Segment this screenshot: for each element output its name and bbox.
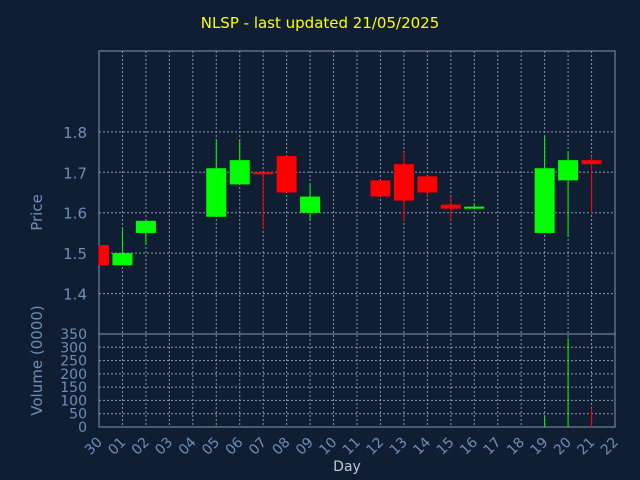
x-tick-label: 21 [574, 435, 598, 459]
price-tick-label: 1.5 [63, 245, 87, 263]
candle-body [112, 253, 133, 266]
candle-body [370, 180, 391, 197]
x-tick-label: 07 [246, 435, 270, 459]
x-tick-label: 06 [223, 434, 247, 458]
x-axis-label: Day [333, 459, 361, 475]
x-tick-label: 02 [129, 435, 153, 459]
x-tick-label: 14 [410, 434, 434, 458]
x-tick-label: 04 [176, 434, 200, 458]
candle-body [558, 160, 579, 181]
x-tick-label: 09 [293, 435, 317, 459]
x-tick-label: 13 [387, 435, 411, 459]
x-tick-label: 16 [457, 434, 481, 458]
candle-body [417, 176, 438, 193]
x-tick-label: 10 [316, 435, 340, 459]
candle-body [99, 245, 109, 266]
price-tick-label: 1.8 [63, 124, 87, 142]
candle-body [534, 168, 555, 233]
x-tick-label: 01 [105, 435, 129, 459]
candle-body [206, 168, 227, 217]
candle-body [581, 160, 602, 165]
x-tick-label: 11 [340, 435, 364, 459]
x-tick-label: 03 [152, 435, 176, 459]
candle-body [229, 160, 250, 185]
x-tick-label: 18 [504, 435, 528, 459]
candle-body [440, 204, 461, 209]
x-tick-label: 22 [598, 435, 622, 459]
volume-tick-label: 150 [60, 380, 87, 396]
price-tick-label: 1.4 [63, 286, 87, 304]
candle-body [393, 164, 414, 201]
volume-tick-label: 350 [60, 327, 87, 343]
candle-body [276, 156, 297, 193]
candle-body [464, 206, 485, 209]
x-tick-label: 08 [270, 435, 294, 459]
volume-tick-label: 0 [78, 420, 87, 436]
price-tick-label: 1.7 [63, 164, 87, 182]
candle-body [253, 172, 274, 175]
x-tick-label: 12 [363, 435, 387, 459]
x-tick-label: 05 [199, 435, 223, 459]
y-axis-label: Price [28, 194, 46, 231]
candle-body [135, 220, 156, 233]
price-tick-label: 1.6 [63, 205, 87, 223]
volume-tick-label: 300 [60, 340, 87, 356]
x-tick-label: 15 [434, 435, 458, 459]
volume-tick-label: 200 [60, 367, 87, 383]
volume-tick-label: 250 [60, 354, 87, 370]
x-tick-label: 20 [551, 435, 575, 459]
chart-title: NLSP - last updated 21/05/2025 [200, 14, 440, 32]
candle-body [300, 196, 321, 213]
volume-tick-label: 100 [60, 393, 87, 409]
x-tick-label: 30 [82, 435, 106, 459]
volume-tick-label: 50 [69, 407, 87, 423]
x-tick-label: 17 [481, 435, 505, 459]
x-tick-label: 19 [528, 435, 552, 459]
volume-axis-label: Volume (0000) [28, 305, 46, 415]
volume-panel-frame [98, 333, 616, 428]
